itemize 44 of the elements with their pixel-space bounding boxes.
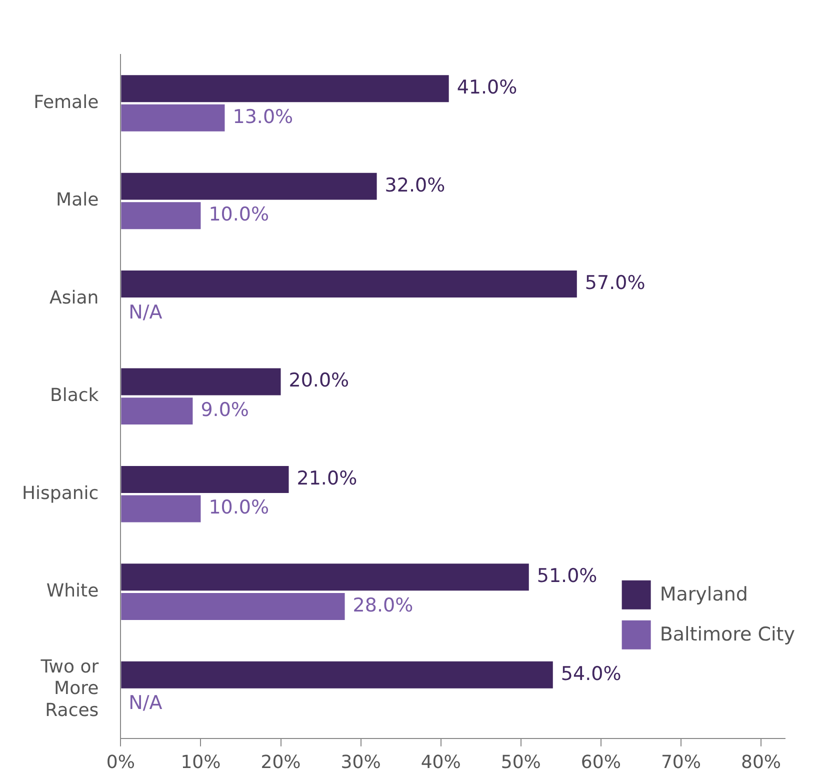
text: N/A [128,692,162,714]
bar [121,75,449,102]
data-label: 13.0% [232,106,294,128]
x-tick-label: 10% [180,752,221,773]
y-tick-label: Male [56,190,99,211]
bar [121,398,193,425]
data-label: 10.0% [208,204,270,226]
data-label: 57.0% [584,272,646,294]
x-tick-label: 20% [260,752,301,773]
x-tick-label: 40% [420,752,461,773]
text: N/A [128,301,162,324]
bar [121,202,201,230]
y-tick-label: Asian [50,287,99,308]
y-tick-label: Two or More Races [40,656,100,721]
bar [121,368,281,396]
data-label: 54.0% [560,662,622,685]
y-tick-label: Hispanic [22,482,99,504]
data-label: 41.0% [456,76,518,99]
data-label: 9.0% [200,398,249,421]
legend-label: Maryland [660,583,748,606]
x-tick-label: 80% [740,752,781,773]
data-label: 28.0% [352,594,414,616]
data-label: 32.0% [384,174,446,196]
x-tick-label: 30% [340,752,381,773]
y-tick-label: White [46,580,99,602]
data-label: 21.0% [296,467,358,490]
x-tick-label: 50% [500,752,541,773]
bar [121,593,345,620]
y-tick-label: Female [34,92,99,113]
x-tick-label: 70% [660,752,701,773]
data-label: 51.0% [536,565,598,588]
x-tick-label: 60% [580,752,621,773]
x-tick-label: 0% [106,752,135,773]
data-label: 20.0% [288,370,350,392]
bar [121,661,553,688]
bar [121,172,377,200]
data-label: 10.0% [208,496,270,519]
bar [121,466,289,493]
bar [121,270,577,298]
bar [121,495,201,522]
bar [121,104,225,132]
y-tick-label: Black [50,385,100,406]
bar [121,564,529,591]
legend-label: Baltimore City [660,623,796,646]
